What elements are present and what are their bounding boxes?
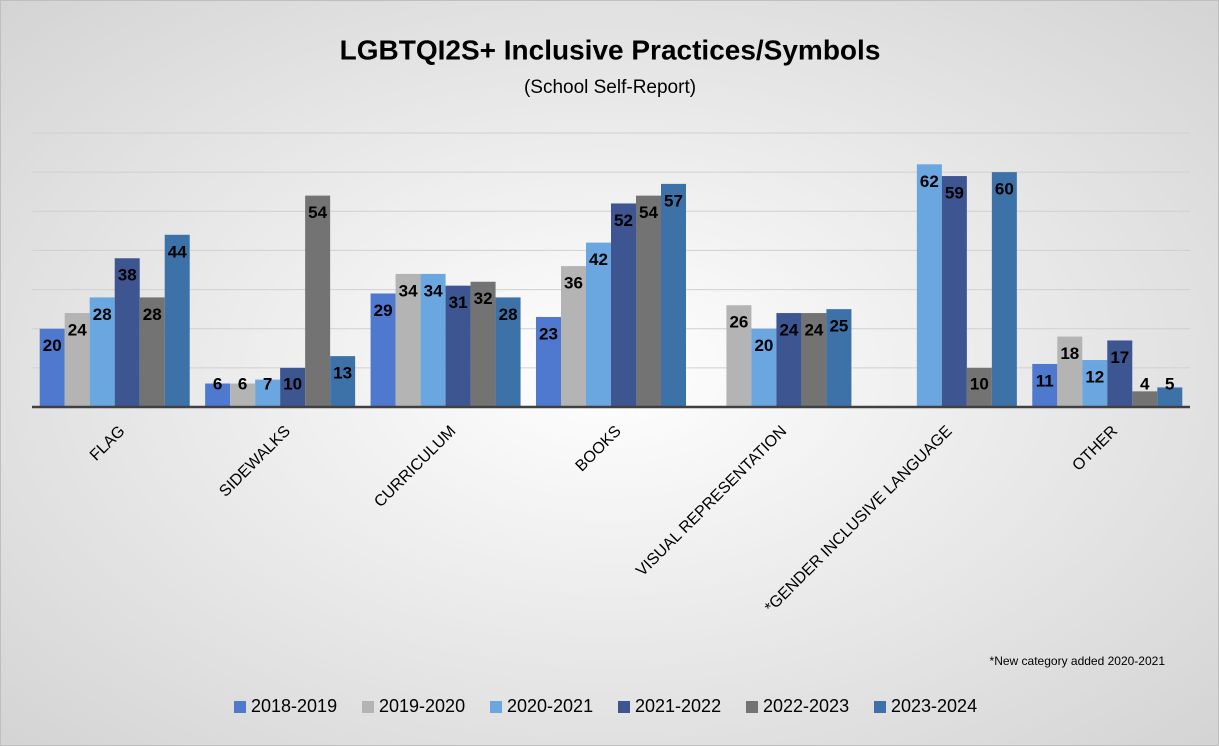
data-label: 42 [589, 250, 608, 269]
legend-label: 2021-2022 [635, 696, 721, 716]
data-label: 54 [308, 203, 327, 222]
legend-label: 2020-2021 [507, 696, 593, 716]
bar [586, 242, 611, 407]
bar [470, 281, 496, 407]
bar [966, 367, 992, 407]
bar [370, 293, 396, 407]
data-label: 13 [333, 364, 352, 383]
bar [661, 183, 686, 407]
data-label: 32 [474, 289, 493, 308]
data-label: 24 [68, 321, 87, 340]
bar [64, 313, 90, 407]
bar [114, 258, 140, 407]
chart-subtitle: (School Self-Report) [524, 77, 696, 98]
data-label: 26 [729, 313, 748, 332]
legend-label: 2019-2020 [379, 696, 465, 716]
bar [495, 297, 521, 407]
legend-label: 2023-2024 [891, 696, 977, 716]
data-label: 34 [399, 281, 418, 300]
bar [395, 273, 421, 407]
legend-swatch [362, 701, 374, 713]
bar [1057, 336, 1083, 407]
data-label: 28 [499, 305, 518, 324]
data-label: 57 [664, 191, 683, 210]
data-label: 20 [754, 336, 773, 355]
data-label: 5 [1165, 374, 1174, 393]
data-label: 24 [779, 321, 798, 340]
data-label: 38 [118, 266, 137, 285]
data-label: 34 [424, 281, 443, 300]
legend-label: 2018-2019 [251, 696, 337, 716]
bar [330, 356, 356, 407]
data-label: 28 [93, 305, 112, 324]
legend-swatch [746, 701, 758, 713]
bar [561, 266, 586, 407]
bar [139, 297, 165, 407]
data-label: 17 [1110, 348, 1129, 367]
bar [1107, 340, 1133, 407]
bar [611, 203, 636, 407]
bar [536, 316, 561, 407]
bar [726, 305, 752, 407]
bar [164, 234, 190, 407]
bar [751, 328, 777, 407]
data-label: 7 [263, 374, 272, 393]
bar [776, 313, 802, 407]
legend-swatch [618, 701, 630, 713]
data-label: 62 [920, 172, 939, 191]
data-label: 52 [614, 211, 633, 230]
data-label: 60 [995, 180, 1014, 199]
bar [1132, 391, 1158, 407]
data-label: 18 [1060, 344, 1079, 363]
legend-label: 2022-2023 [763, 696, 849, 716]
annotation: *New category added 2020-2021 [990, 654, 1166, 668]
legend-swatch [490, 701, 502, 713]
data-label: 28 [143, 305, 162, 324]
bar [991, 172, 1017, 407]
bar [445, 285, 471, 407]
legend-swatch [234, 701, 246, 713]
bar [826, 309, 852, 407]
bar [420, 273, 446, 407]
data-label: 24 [804, 321, 823, 340]
data-label: 11 [1036, 371, 1054, 390]
bar [801, 313, 827, 407]
bar [230, 383, 256, 407]
data-label: 10 [283, 374, 302, 393]
bar [205, 383, 231, 407]
legend-swatch [874, 701, 886, 713]
bar [941, 176, 967, 407]
data-label: 31 [449, 293, 468, 312]
bar [1157, 387, 1183, 407]
bar [39, 328, 65, 407]
data-label: 25 [829, 317, 848, 336]
data-label: 59 [945, 184, 964, 203]
data-label: 6 [238, 374, 247, 393]
data-label: 20 [43, 336, 62, 355]
bar [255, 379, 281, 407]
bar [280, 367, 306, 407]
data-label: 23 [539, 324, 558, 343]
bar [1082, 360, 1108, 407]
chart-title: LGBTQI2S+ Inclusive Practices/Symbols [340, 34, 881, 65]
data-label: 12 [1085, 368, 1104, 387]
data-label: 36 [564, 274, 583, 293]
data-label: 54 [639, 203, 658, 222]
bar [305, 195, 331, 407]
data-label: 6 [213, 374, 222, 393]
data-label: 29 [374, 301, 393, 320]
bar [89, 297, 115, 407]
data-label: 44 [168, 242, 187, 261]
bar [1032, 363, 1058, 407]
bar [636, 195, 661, 407]
bar [916, 164, 942, 407]
data-label: 10 [970, 374, 989, 393]
data-label: 4 [1140, 374, 1150, 393]
